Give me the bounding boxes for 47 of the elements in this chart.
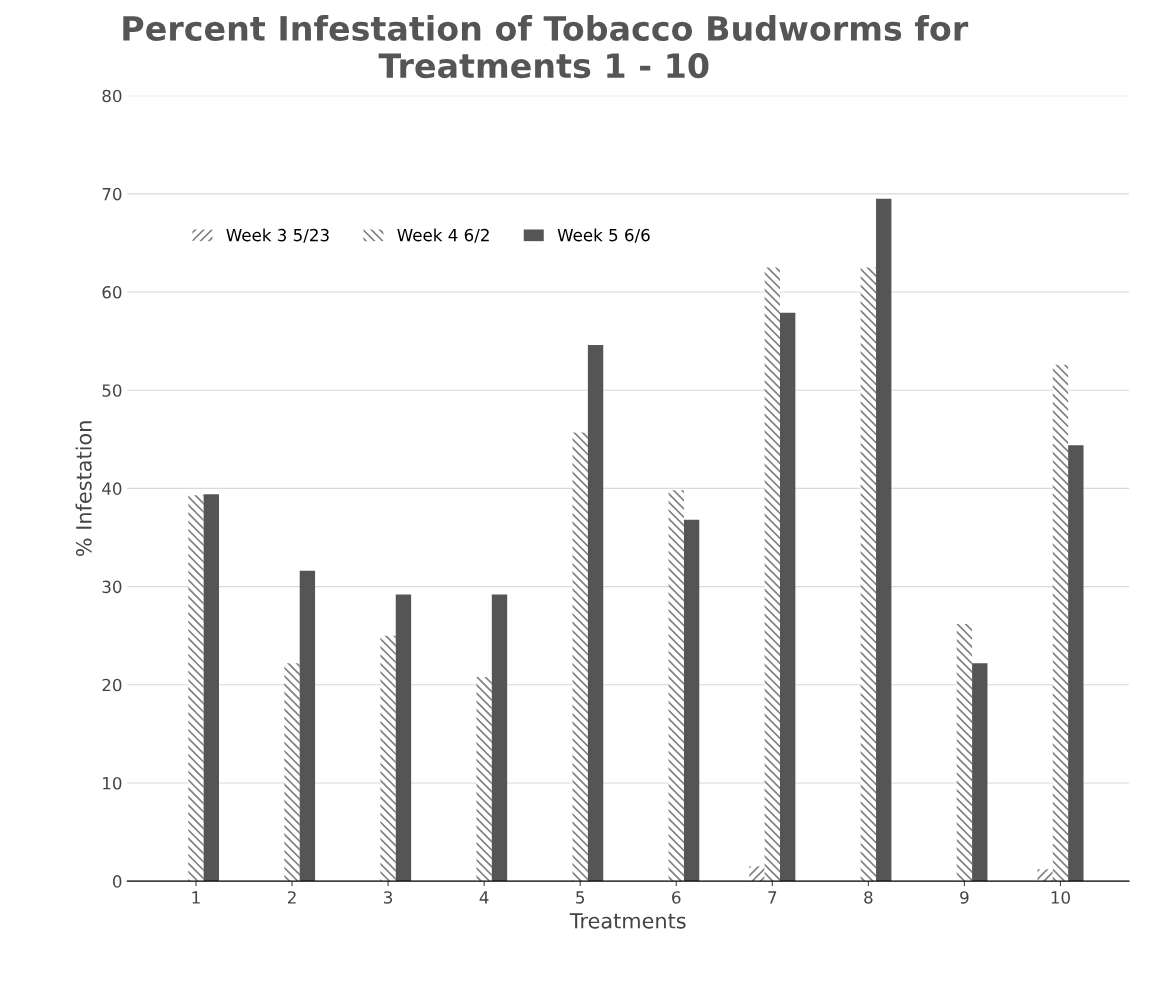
bar (1068, 445, 1084, 882)
bar (395, 594, 412, 882)
y-tick-label: 20 (102, 678, 122, 692)
bar (749, 866, 765, 882)
bar (1037, 869, 1053, 882)
bar (668, 490, 684, 882)
legend-label: Week 5 6/6 (557, 228, 650, 243)
legend-label: Week 3 5/23 (226, 228, 329, 243)
bar (572, 432, 588, 882)
y-tick-label: 40 (102, 482, 122, 495)
bar (491, 594, 508, 882)
x-tick-label: 10 (1051, 891, 1070, 904)
x-tick-label: 3 (384, 891, 393, 904)
y-axis-title: % Infestation (75, 421, 92, 557)
x-axis-title: Treatments (569, 913, 686, 929)
bar (380, 635, 396, 882)
bar (284, 663, 300, 882)
bar (779, 312, 796, 882)
y-tick-label: 0 (113, 875, 122, 888)
bar (860, 267, 877, 882)
x-tick-label: 5 (576, 891, 585, 904)
bar (956, 623, 973, 882)
bar (876, 198, 892, 882)
x-tick-label: 7 (768, 891, 777, 904)
y-tick-label: 70 (102, 187, 122, 201)
bar (683, 519, 700, 882)
x-tick-label: 1 (192, 891, 200, 904)
y-tick-label: 30 (102, 580, 122, 594)
bar (1052, 364, 1069, 882)
bar (203, 494, 220, 882)
y-tick-label: 10 (103, 776, 122, 790)
y-tick-label: 60 (102, 285, 122, 299)
bar (587, 345, 604, 882)
x-tick-label: 9 (960, 891, 969, 904)
legend-label: Week 4 6/2 (397, 228, 489, 243)
x-tick-label: 4 (479, 891, 489, 904)
y-tick-label: 50 (102, 384, 122, 397)
x-tick-label: 2 (287, 891, 296, 904)
x-tick-label: 6 (672, 891, 681, 904)
bar (188, 495, 204, 882)
bar (764, 267, 780, 882)
bar (972, 663, 988, 882)
bar (299, 570, 316, 882)
chart-title: Percent Infestation of Tobacco Budworms for Treatments 1 - 10 (123, 15, 969, 79)
x-tick-label: 8 (864, 891, 873, 904)
y-tick-label: 80 (102, 89, 122, 103)
bar (476, 676, 492, 882)
